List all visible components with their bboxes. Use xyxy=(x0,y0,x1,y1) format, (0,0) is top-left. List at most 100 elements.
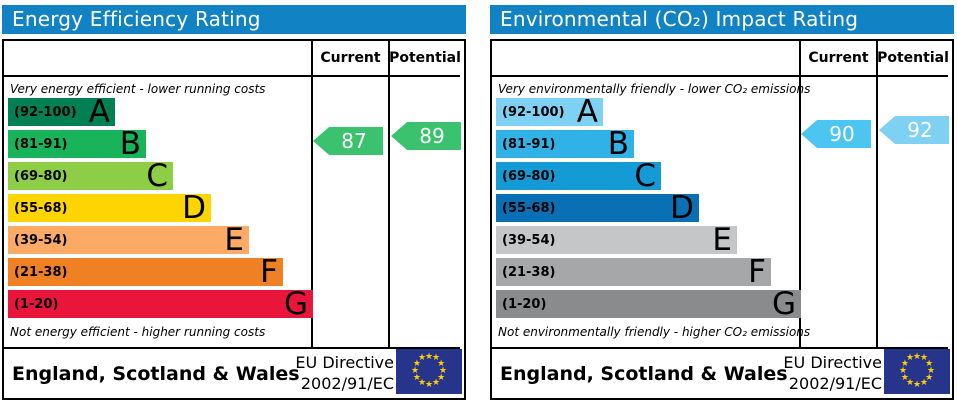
eu-flag-star: ★ xyxy=(925,372,934,383)
band-range-label: (55-68) xyxy=(14,200,68,216)
eu-flag: ★ ★ ★ ★ ★ ★ ★ ★ ★ ★ ★ ★ xyxy=(884,349,950,394)
eu-flag: ★ ★ ★ ★ ★ ★ ★ ★ ★ ★ ★ ★ xyxy=(396,349,462,394)
bottom-note: Not energy efficient - higher running co… xyxy=(10,325,266,339)
current-rating-arrow: 87 xyxy=(313,127,383,155)
eu-flag-star: ★ xyxy=(905,377,915,388)
rating-band-e: (39-54) E xyxy=(8,222,249,258)
current-column-header: Current xyxy=(320,50,381,66)
eu-flag-star: ★ xyxy=(417,377,427,388)
band-letter: D xyxy=(670,190,694,226)
rating-table: Current Potential Very energy efficient … xyxy=(2,39,466,400)
current-column-header: Current xyxy=(808,50,869,66)
eu-flag-star: ★ xyxy=(900,358,909,369)
band-letter: D xyxy=(182,190,206,226)
band-range-label: (39-54) xyxy=(502,232,556,248)
region-label: England, Scotland & Wales xyxy=(500,362,788,385)
band-range-label: (21-38) xyxy=(502,264,556,280)
potential-column-header: Potential xyxy=(389,50,461,66)
region-label: England, Scotland & Wales xyxy=(12,362,300,385)
band-range-label: (55-68) xyxy=(502,200,556,216)
rating-band-c: (69-80) C xyxy=(496,158,661,194)
eu-flag-star: ★ xyxy=(412,358,421,369)
band-letter: E xyxy=(224,222,244,258)
band-letter: E xyxy=(712,222,732,258)
rating-band-a: (92-100) A xyxy=(8,97,115,128)
potential-rating-arrow: 89 xyxy=(391,122,461,150)
eu-flag-star: ★ xyxy=(431,377,441,388)
panel-title: Environmental (CO₂) Impact Rating xyxy=(490,5,954,34)
rating-band-g: (1-20) G xyxy=(8,286,313,322)
eu-directive-line1: EU Directive xyxy=(783,353,882,372)
eu-flag-star: ★ xyxy=(919,353,929,364)
current-rating-arrow: 90 xyxy=(801,120,871,148)
band-letter: B xyxy=(607,126,629,162)
eu-flag-star: ★ xyxy=(898,365,908,376)
panel-title: Energy Efficiency Rating xyxy=(2,5,466,34)
potential-column-header: Potential xyxy=(877,50,949,66)
band-letter: A xyxy=(576,94,598,130)
band-letter: G xyxy=(771,286,796,322)
eu-flag-star: ★ xyxy=(412,372,421,383)
eu-flag-star: ★ xyxy=(926,365,936,376)
band-range-label: (1-20) xyxy=(14,296,59,312)
band-range-label: (69-80) xyxy=(14,168,68,184)
rating-table: Current Potential Very environmentally f… xyxy=(490,39,954,400)
eu-directive-label: EU Directive 2002/91/EC xyxy=(295,352,394,394)
footer-divider xyxy=(492,347,948,349)
footer-divider xyxy=(4,347,460,349)
rating-band-b: (81-91) B xyxy=(496,126,634,162)
rating-band-f: (21-38) F xyxy=(496,254,771,290)
eu-flag-star: ★ xyxy=(437,372,446,383)
potential-column-divider xyxy=(388,41,390,347)
eu-flag-star: ★ xyxy=(912,379,922,390)
band-letter: B xyxy=(119,126,141,162)
eu-flag-star: ★ xyxy=(437,358,446,369)
top-note: Very energy efficient - lower running co… xyxy=(10,82,266,96)
top-note: Very environmentally friendly - lower CO… xyxy=(498,82,811,96)
current-column-divider xyxy=(799,41,801,347)
eu-flag-star: ★ xyxy=(905,353,915,364)
eu-flag-star: ★ xyxy=(912,351,922,362)
band-range-label: (81-91) xyxy=(502,136,556,152)
band-range-label: (81-91) xyxy=(14,136,68,152)
band-range-label: (92-100) xyxy=(502,104,565,120)
eu-flag-star: ★ xyxy=(424,379,434,390)
potential-column-divider xyxy=(876,41,878,347)
bottom-note: Not environmentally friendly - higher CO… xyxy=(498,325,811,339)
rating-band-d: (55-68) D xyxy=(496,190,699,226)
eu-flag-star: ★ xyxy=(925,358,934,369)
band-range-label: (69-80) xyxy=(502,168,556,184)
co2-impact-rating-panel: Environmental (CO₂) Impact Rating Curren… xyxy=(490,5,954,401)
eu-flag-star: ★ xyxy=(919,377,929,388)
band-range-label: (92-100) xyxy=(14,104,77,120)
rating-band-a: (92-100) A xyxy=(496,94,603,130)
eu-directive-line1: EU Directive xyxy=(295,353,394,372)
eu-flag-star: ★ xyxy=(410,365,420,376)
header-row-divider xyxy=(492,75,948,77)
eu-directive-label: EU Directive 2002/91/EC xyxy=(783,352,882,394)
band-letter: C xyxy=(634,158,656,194)
energy-efficiency-rating-panel: Energy Efficiency Rating Current Potenti… xyxy=(2,5,466,401)
rating-band-e: (39-54) E xyxy=(496,222,737,258)
eu-directive-line2: 2002/91/EC xyxy=(300,374,394,393)
eu-flag-star: ★ xyxy=(438,365,448,376)
band-letter: F xyxy=(748,254,766,290)
band-range-label: (39-54) xyxy=(14,232,68,248)
rating-band-c: (69-80) C xyxy=(8,158,173,194)
band-range-label: (21-38) xyxy=(14,264,68,280)
eu-flag-star: ★ xyxy=(900,372,909,383)
band-range-label: (1-20) xyxy=(502,296,547,312)
band-letter: F xyxy=(260,254,278,290)
rating-band-g: (1-20) G xyxy=(496,286,801,322)
potential-rating-arrow: 92 xyxy=(879,116,949,144)
rating-band-d: (55-68) D xyxy=(8,190,211,226)
band-letter: G xyxy=(283,286,308,322)
eu-directive-line2: 2002/91/EC xyxy=(788,374,882,393)
rating-band-b: (81-91) B xyxy=(8,126,146,162)
eu-flag-star: ★ xyxy=(431,353,441,364)
header-row-divider xyxy=(4,75,460,77)
eu-flag-star: ★ xyxy=(424,351,434,362)
current-column-divider xyxy=(311,41,313,347)
rating-band-f: (21-38) F xyxy=(8,254,283,290)
band-letter: C xyxy=(146,158,168,194)
